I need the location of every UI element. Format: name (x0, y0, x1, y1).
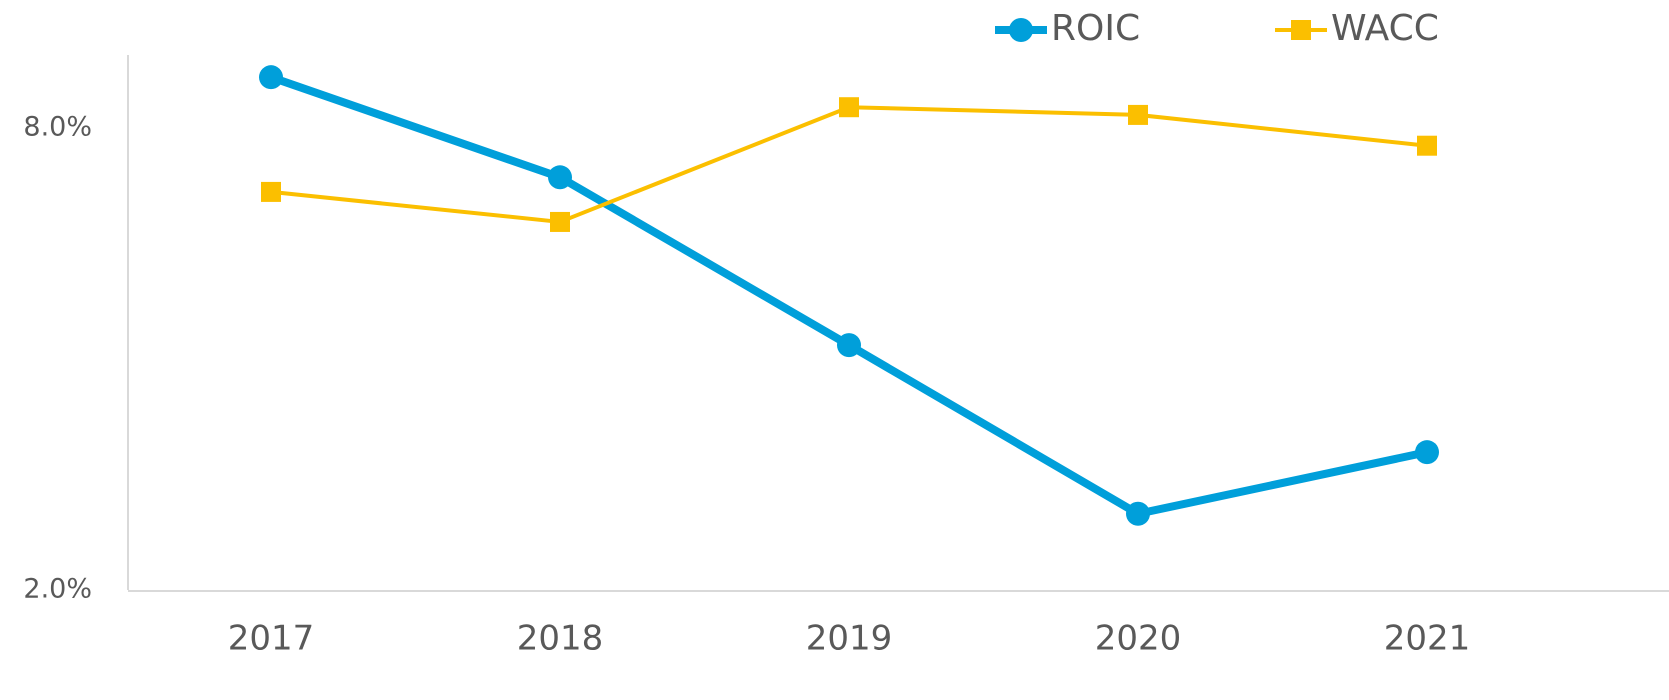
y-tick-label: 2.0% (23, 574, 92, 605)
data-point (1417, 135, 1437, 156)
x-tick-label: 2021 (1384, 619, 1471, 659)
data-point (548, 165, 572, 190)
y-tick-label: 8.0% (23, 112, 92, 143)
x-tick-label: 2018 (517, 619, 604, 659)
x-tick-label: 2019 (806, 619, 893, 659)
series-line (269, 73, 1428, 518)
data-point (550, 211, 570, 232)
data-point (1128, 104, 1148, 125)
data-point (259, 65, 283, 90)
data-point (1415, 440, 1439, 465)
legend-marker (1291, 20, 1311, 40)
data-point (1126, 501, 1150, 526)
legend-label: WACC (1331, 8, 1439, 49)
data-point (261, 181, 281, 202)
series-line (270, 105, 1428, 224)
data-point (837, 333, 861, 358)
legend-marker (1009, 18, 1033, 42)
legend-label: ROIC (1051, 8, 1140, 49)
x-tick-label: 2020 (1095, 619, 1182, 659)
x-tick-label: 2017 (228, 619, 315, 659)
data-point (839, 97, 859, 118)
